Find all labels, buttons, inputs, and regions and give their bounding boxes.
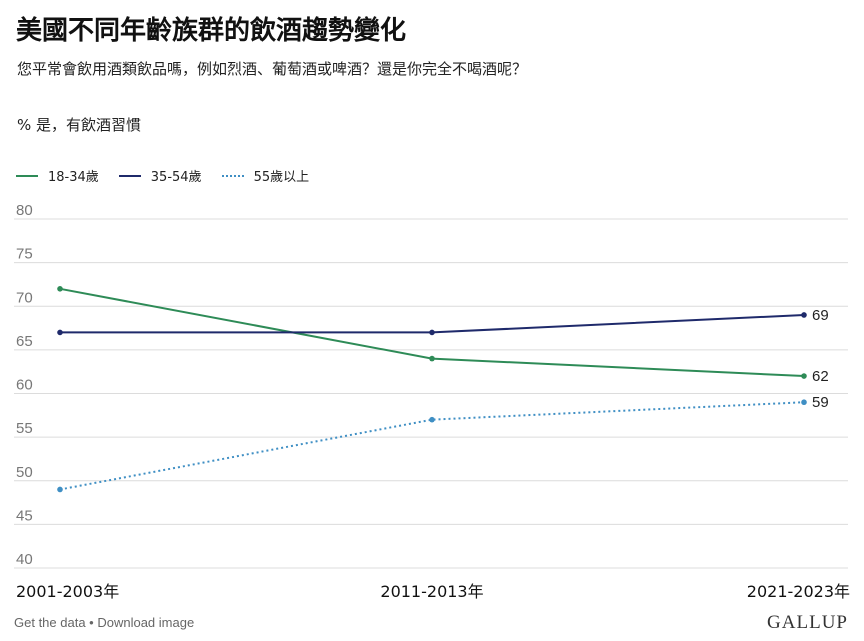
legend-swatch-18-34 [16, 174, 38, 177]
x-tick-label-2: 2021-2023年 [747, 582, 850, 601]
data-point-1-2 [801, 312, 807, 318]
legend-item-55-plus: 55歲以上 [221, 166, 310, 185]
y-tick-label-60: 60 [16, 377, 33, 394]
legend-label-55-plus: 55歲以上 [253, 170, 310, 185]
get-data-link[interactable]: Get the data [14, 615, 86, 630]
legend-swatch-55-plus [221, 174, 244, 177]
y-tick-label-40: 40 [16, 551, 33, 568]
legend-swatch-35-54 [118, 174, 141, 177]
x-tick-label-1: 2011-2013年 [380, 582, 483, 601]
end-label-1: 69 [812, 307, 829, 324]
data-point-2-2 [801, 399, 807, 406]
y-tick-label-65: 65 [16, 333, 33, 350]
y-axis-label: % 是，有飲酒習慣 [17, 116, 142, 134]
series-line-2 [59, 401, 805, 491]
footer-links: Get the data • Download image [14, 615, 194, 630]
data-point-1-1 [429, 329, 435, 336]
data-point-2-1 [429, 416, 435, 423]
end-label-0: 62 [812, 368, 829, 385]
y-tick-label-70: 70 [16, 289, 33, 306]
gallup-logo: GALLUP [767, 612, 848, 633]
y-tick-label-80: 80 [16, 202, 33, 219]
legend-item-35-54: 35-54歲 [118, 166, 202, 185]
y-tick-label-50: 50 [16, 464, 33, 481]
legend-label-18-34: 18-34歲 [48, 170, 99, 185]
footer-separator: • [85, 615, 98, 630]
chart-title: 美國不同年齡族群的飲酒趨勢變化 [16, 16, 407, 46]
legend-item-18-34: 18-34歲 [16, 166, 99, 185]
y-tick-label-55: 55 [16, 420, 33, 437]
download-image-link[interactable]: Download image [97, 615, 195, 630]
y-tick-label-75: 75 [16, 246, 33, 263]
y-tick-label-45: 45 [16, 507, 33, 524]
data-point-2-0 [57, 486, 63, 493]
data-point-0-0 [57, 286, 63, 292]
chart-subtitle: 您平常會飲用酒類飲品嗎，例如烈酒、葡萄酒或啤酒？還是你完全不喝酒呢？ [17, 60, 528, 78]
data-point-1-0 [57, 329, 63, 336]
data-point-0-1 [429, 355, 435, 362]
legend: 18-34歲 35-54歲 55歲以上 [16, 166, 309, 185]
end-label-2: 59 [812, 394, 829, 411]
data-point-0-2 [801, 373, 807, 379]
legend-label-35-54: 35-54歲 [150, 170, 202, 185]
x-tick-label-0: 2001-2003年 [16, 582, 119, 601]
